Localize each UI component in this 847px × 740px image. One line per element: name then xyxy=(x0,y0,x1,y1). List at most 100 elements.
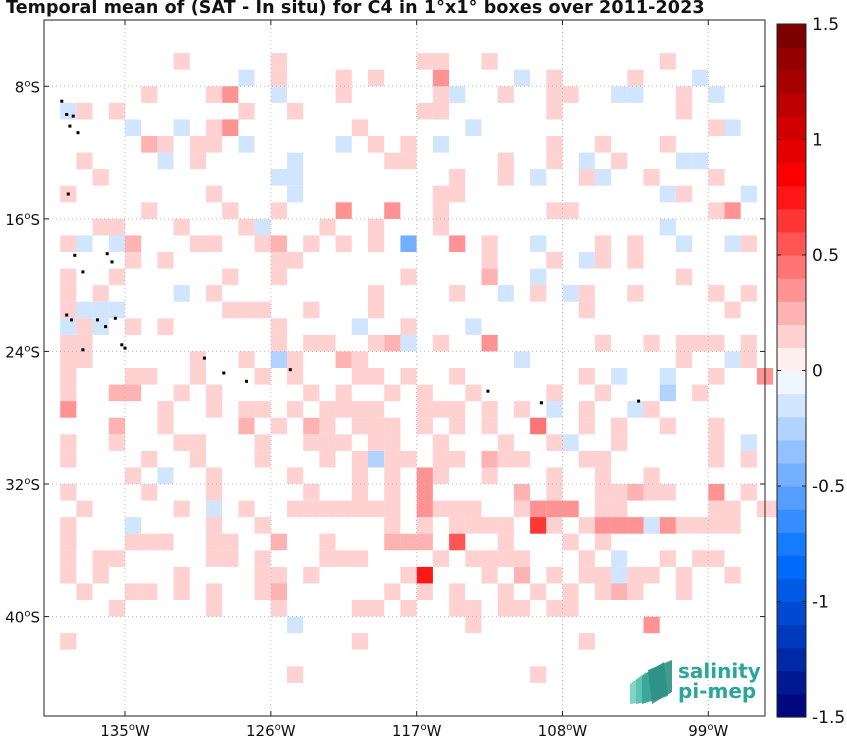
heatmap-cell xyxy=(594,500,612,518)
island-mark xyxy=(65,313,69,317)
heatmap-cell xyxy=(481,235,498,252)
heatmap-cell xyxy=(319,218,336,236)
heatmap-cell xyxy=(740,484,757,501)
heatmap-cell xyxy=(254,401,271,418)
heatmap-cell xyxy=(206,583,223,600)
heatmap-cell xyxy=(724,517,741,534)
colorbar-segment xyxy=(777,139,806,164)
heatmap-cell xyxy=(432,467,450,484)
heatmap-cell xyxy=(400,450,417,468)
colorbar-segment xyxy=(777,462,806,487)
heatmap-cell xyxy=(60,235,77,252)
heatmap-cell xyxy=(740,434,757,451)
heatmap-cell xyxy=(303,235,320,252)
heatmap-cell xyxy=(270,583,287,600)
heatmap-cell xyxy=(530,169,547,186)
heatmap-cell xyxy=(675,517,693,534)
heatmap-cell xyxy=(206,467,223,484)
heatmap-cell xyxy=(708,500,725,518)
heatmap-cell xyxy=(562,86,579,103)
heatmap-cell xyxy=(384,484,401,501)
heatmap-cell xyxy=(351,484,368,501)
heatmap-cell xyxy=(319,550,336,567)
heatmap-cell xyxy=(400,152,417,170)
heatmap-cell xyxy=(222,268,239,286)
heatmap-cell xyxy=(449,368,466,385)
heatmap-cell xyxy=(416,500,433,518)
heatmap-cell xyxy=(125,583,142,600)
heatmap-cells xyxy=(60,53,790,683)
heatmap-cell xyxy=(238,351,255,368)
heatmap-cell xyxy=(206,185,223,203)
heatmap-cell xyxy=(238,401,255,418)
heatmap-cell xyxy=(254,434,271,451)
heatmap-cell xyxy=(724,566,741,584)
heatmap-cell xyxy=(189,368,206,385)
heatmap-cell xyxy=(222,86,239,103)
heatmap-cell xyxy=(189,351,206,368)
heatmap-cell xyxy=(481,550,498,567)
heatmap-cell xyxy=(335,202,352,219)
heatmap-cell xyxy=(692,334,709,352)
heatmap-cell xyxy=(740,285,757,302)
heatmap-cell xyxy=(578,517,595,534)
heatmap-cell xyxy=(708,202,725,219)
heatmap-cell xyxy=(513,566,531,584)
heatmap-cell xyxy=(351,417,368,435)
heatmap-cell xyxy=(270,600,287,617)
heatmap-cell xyxy=(287,185,304,203)
heatmap-cell xyxy=(740,334,757,352)
heatmap-cell xyxy=(206,136,223,153)
heatmap-cell xyxy=(222,301,239,319)
island-mark xyxy=(104,325,108,329)
heatmap-cell xyxy=(643,467,660,484)
heatmap-cell xyxy=(449,417,466,435)
heatmap-cell xyxy=(76,152,93,170)
x-axis-ticks: 135oW 126oW 117oW 108oW 99oW xyxy=(100,20,728,740)
heatmap-cell xyxy=(206,484,223,501)
heatmap-cell xyxy=(319,500,336,518)
heatmap-cell xyxy=(173,500,190,518)
heatmap-cell xyxy=(206,401,223,418)
colorbar-segment xyxy=(777,624,806,649)
colorbar-segment xyxy=(777,439,806,464)
heatmap-cell xyxy=(303,566,320,584)
colorbar-segment xyxy=(777,324,806,348)
island-mark xyxy=(60,99,64,103)
heatmap-cell xyxy=(465,616,482,634)
colorbar-segment xyxy=(777,185,806,210)
heatmap-cell xyxy=(368,285,385,302)
heatmap-cell xyxy=(270,334,287,352)
heatmap-cell xyxy=(287,401,304,418)
heatmap-cell xyxy=(708,285,725,302)
heatmap-cell xyxy=(497,550,514,567)
heatmap-cell xyxy=(708,517,725,534)
heatmap-cell xyxy=(319,417,336,435)
colorbar-ticks: 1.5 1 0.5 0 -0.5 -1 -1.5 xyxy=(777,15,845,728)
heatmap-cell xyxy=(578,550,595,567)
heatmap-cell xyxy=(189,152,206,170)
heatmap-cell xyxy=(724,351,741,368)
heatmap-cell xyxy=(92,218,109,236)
colorbar-segment xyxy=(777,693,806,718)
heatmap-cell xyxy=(562,434,579,451)
heatmap-cell xyxy=(416,484,433,501)
heatmap-cell xyxy=(659,368,676,385)
heatmap-cell xyxy=(708,86,725,103)
heatmap-cell xyxy=(578,368,595,385)
heatmap-cell xyxy=(562,202,579,219)
heatmap-cell xyxy=(125,517,142,534)
island-mark xyxy=(202,356,206,360)
heatmap-cell xyxy=(173,285,190,302)
island-mark xyxy=(68,124,72,128)
heatmap-cell xyxy=(481,467,498,484)
heatmap-cell xyxy=(60,268,77,286)
colorbar-segment xyxy=(777,370,806,395)
heatmap-cell xyxy=(141,86,158,103)
heatmap-cell xyxy=(76,301,93,319)
island-mark xyxy=(110,260,114,264)
heatmap-cell xyxy=(530,517,547,534)
heatmap-cell xyxy=(530,500,547,518)
heatmap-cell xyxy=(60,533,77,551)
heatmap-cell xyxy=(578,152,595,170)
